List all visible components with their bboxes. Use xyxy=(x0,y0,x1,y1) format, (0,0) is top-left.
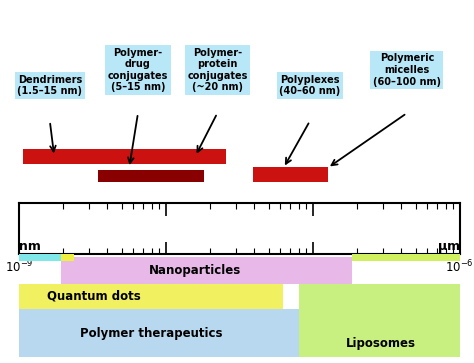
Bar xyxy=(253,167,328,182)
Text: Polymer-
protein
conjugates
(~20 nm): Polymer- protein conjugates (~20 nm) xyxy=(187,48,247,93)
Bar xyxy=(186,150,222,164)
Text: μm: μm xyxy=(438,240,460,253)
Text: Polyplexes
(40–60 nm): Polyplexes (40–60 nm) xyxy=(279,75,340,97)
Bar xyxy=(299,284,460,357)
Text: Liposomes: Liposomes xyxy=(346,337,415,350)
Bar xyxy=(61,254,74,261)
Text: Quantum dots: Quantum dots xyxy=(47,290,141,303)
Text: nm: nm xyxy=(19,240,41,253)
Bar xyxy=(98,170,204,182)
Bar xyxy=(61,257,352,284)
Bar xyxy=(19,284,283,309)
Text: Nanoparticles: Nanoparticles xyxy=(149,264,241,277)
Bar xyxy=(352,254,460,261)
Text: Polymer therapeutics: Polymer therapeutics xyxy=(80,327,222,339)
Bar xyxy=(19,309,299,357)
Bar xyxy=(23,150,226,164)
Text: Dendrimers
(1.5–15 nm): Dendrimers (1.5–15 nm) xyxy=(18,75,82,97)
Bar xyxy=(19,254,61,261)
Text: Polymer-
drug
conjugates
(5–15 nm): Polymer- drug conjugates (5–15 nm) xyxy=(108,48,168,93)
Text: Polymeric
micelles
(60–100 nm): Polymeric micelles (60–100 nm) xyxy=(373,53,441,87)
